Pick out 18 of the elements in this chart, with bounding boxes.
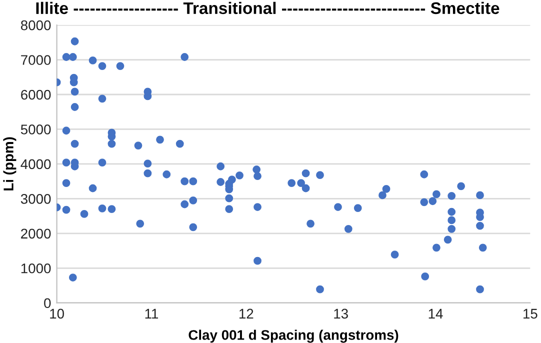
y-axis-title: Li (ppm) bbox=[3, 137, 16, 190]
x-tick-label: 10 bbox=[50, 308, 64, 319]
y-tick-label: 7000 bbox=[21, 55, 51, 65]
x-tick-label: 12 bbox=[239, 308, 254, 318]
y-tick-label: 1000 bbox=[21, 263, 51, 274]
y-tick-label: 6000 bbox=[21, 90, 51, 100]
y-tick-label: 2000 bbox=[21, 228, 51, 239]
y-tick-label: 3000 bbox=[20, 194, 51, 204]
y-tick-label: 4000 bbox=[20, 159, 51, 170]
y-tick-label: 0 bbox=[44, 298, 51, 308]
x-tick-label: 15 bbox=[524, 308, 538, 319]
x-tick-label: 14 bbox=[428, 308, 443, 318]
y-tick-label: 8000 bbox=[20, 20, 51, 30]
chart-title: Illite ------------------- Transitional -------------------------- Smectite bbox=[36, 2, 500, 14]
x-axis-title: Clay 001 d Spacing (angstroms) bbox=[188, 330, 398, 343]
y-tick-label: 5000 bbox=[20, 124, 51, 134]
x-tick-label: 11 bbox=[145, 308, 158, 318]
x-tick-label: 13 bbox=[334, 308, 348, 319]
